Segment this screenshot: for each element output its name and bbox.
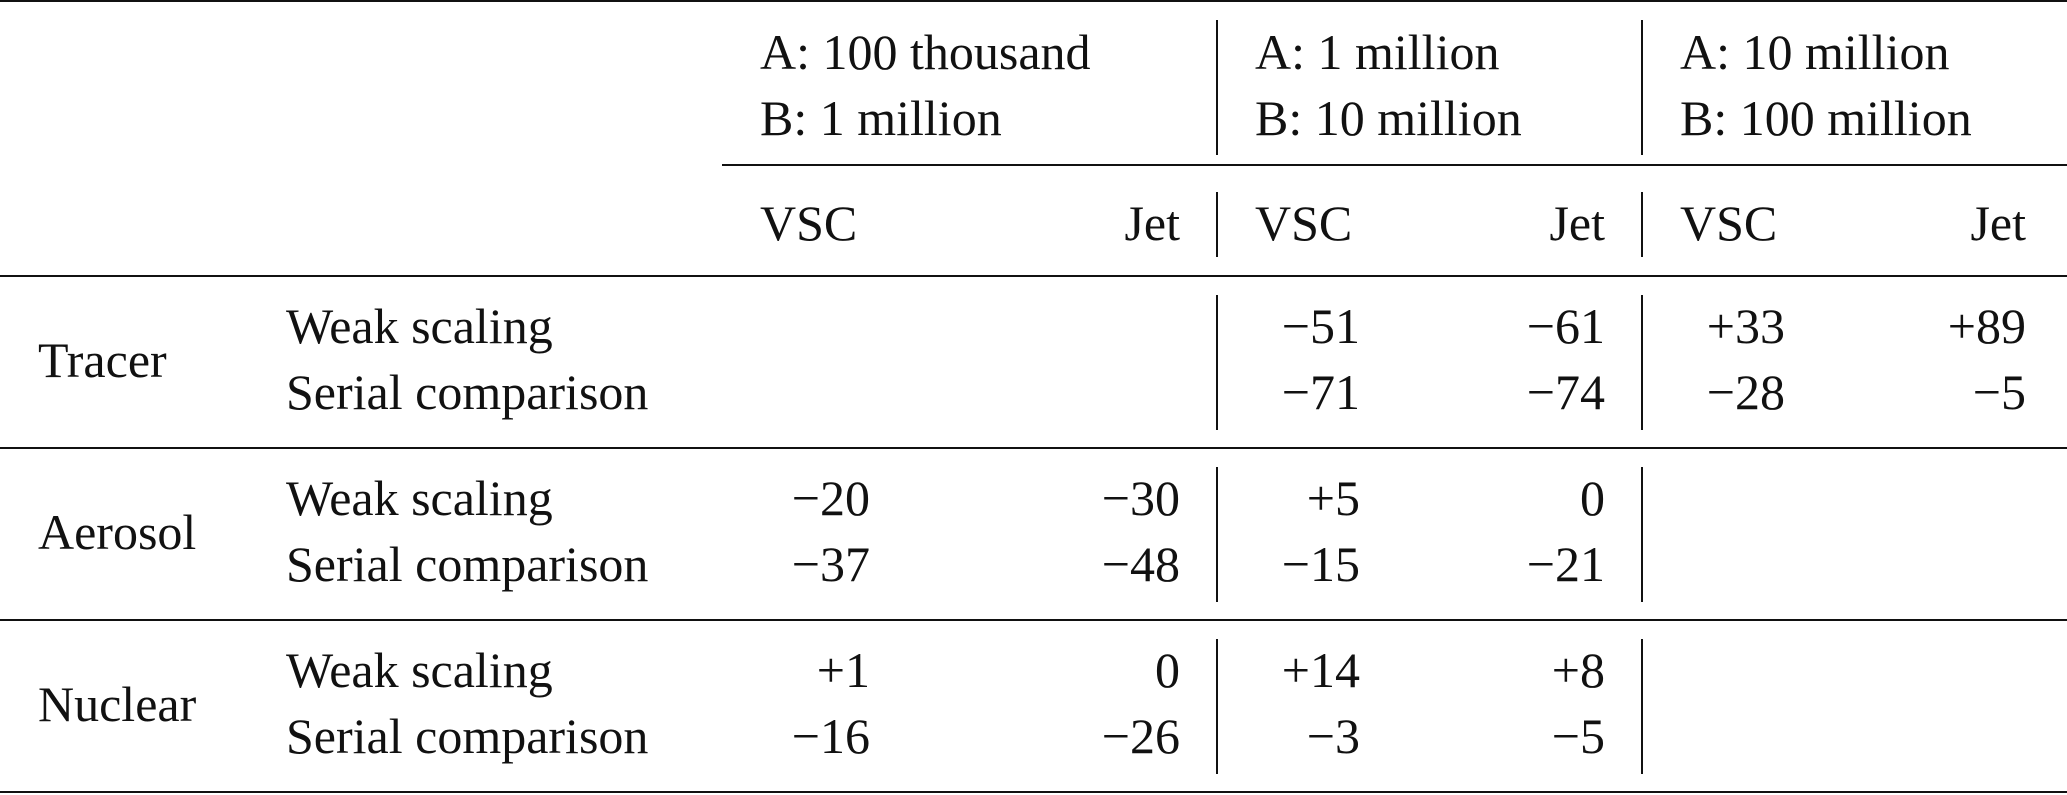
table-cell: −30	[1101, 470, 1180, 526]
table-cell: +89	[1947, 298, 2026, 354]
subheader-vsc-2: VSC	[1255, 195, 1353, 251]
nuclear-divider-1	[1216, 639, 1218, 774]
group-header-1-a: A: 100 thousand	[760, 24, 1091, 80]
table-cell: −16	[791, 708, 870, 764]
section-label-tracer: Tracer	[38, 332, 167, 388]
row-label: Weak scaling	[286, 298, 553, 354]
row-label: Weak scaling	[286, 470, 553, 526]
row-label: Weak scaling	[286, 642, 553, 698]
table-cell: +8	[1551, 642, 1605, 698]
subheader-vsc-3: VSC	[1680, 195, 1778, 251]
section-label-aerosol: Aerosol	[38, 504, 197, 560]
table-cell: −37	[791, 536, 870, 592]
subheader-jet-1: Jet	[1124, 195, 1180, 251]
table-cell: +33	[1706, 298, 1785, 354]
tracer-divider-1	[1216, 295, 1218, 430]
table-cell: 0	[1580, 470, 1605, 526]
aerosol-divider-1	[1216, 467, 1218, 602]
subheader-jet-3: Jet	[1970, 195, 2026, 251]
table-cell: −5	[1972, 364, 2026, 420]
table-cell: +1	[816, 642, 870, 698]
tracer-divider-2	[1641, 295, 1643, 430]
row-label: Serial comparison	[286, 708, 649, 764]
group-header-1-b: B: 1 million	[760, 90, 1002, 146]
subheader-jet-2: Jet	[1549, 195, 1605, 251]
header-bottom-rule	[0, 275, 2067, 277]
table-cell: −51	[1281, 298, 1360, 354]
group-divider-2	[1641, 20, 1643, 155]
sub-divider-1	[1216, 192, 1218, 257]
table-cell: 0	[1155, 642, 1180, 698]
sub-divider-2	[1641, 192, 1643, 257]
subheader-vsc-1: VSC	[760, 195, 858, 251]
table-cell: −71	[1281, 364, 1360, 420]
group-divider-1	[1216, 20, 1218, 155]
table-cell: +14	[1281, 642, 1360, 698]
bottom-rule	[0, 791, 2067, 793]
table-cell: −28	[1706, 364, 1785, 420]
top-rule	[0, 0, 2067, 2]
group-header-rule	[722, 164, 2067, 166]
table-cell: −5	[1551, 708, 1605, 764]
group-header-3-a: A: 10 million	[1680, 24, 1950, 80]
nuclear-divider-2	[1641, 639, 1643, 774]
table-cell: +5	[1306, 470, 1360, 526]
table-cell: −61	[1526, 298, 1605, 354]
table-cell: −3	[1306, 708, 1360, 764]
group-header-2-a: A: 1 million	[1255, 24, 1500, 80]
table-cell: −15	[1281, 536, 1360, 592]
tracer-bottom-rule	[0, 447, 2067, 449]
table-cell: −21	[1526, 536, 1605, 592]
row-label: Serial comparison	[286, 536, 649, 592]
section-label-nuclear: Nuclear	[38, 676, 197, 732]
aerosol-bottom-rule	[0, 619, 2067, 621]
table-cell: −20	[791, 470, 870, 526]
table-cell: −74	[1526, 364, 1605, 420]
group-header-2-b: B: 10 million	[1255, 90, 1522, 146]
table-cell: −48	[1101, 536, 1180, 592]
group-header-3-b: B: 100 million	[1680, 90, 1972, 146]
aerosol-divider-2	[1641, 467, 1643, 602]
row-label: Serial comparison	[286, 364, 649, 420]
table-cell: −26	[1101, 708, 1180, 764]
